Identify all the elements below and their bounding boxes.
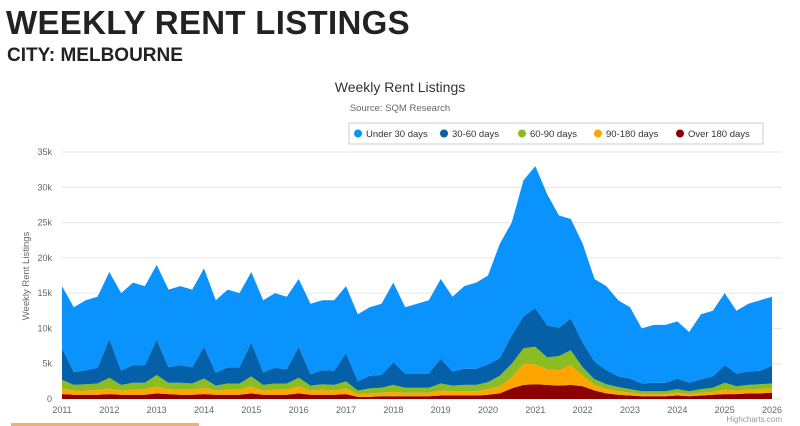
x-tick-label: 2023 [620,405,640,415]
y-tick-label: 10k [37,323,52,333]
x-tick-label: 2018 [383,405,403,415]
x-tick-label: 2014 [194,405,214,415]
decorative-bar [11,423,199,426]
legend-marker-icon [594,129,602,138]
x-tick-label: 2025 [715,405,735,415]
legend-item[interactable]: 30-60 days [440,129,499,140]
chart-subtitle: Source: SQM Research [350,103,450,114]
y-axis-title: Weekly Rent Listings [21,231,32,320]
legend-label: 30-60 days [452,129,499,140]
x-tick-label: 2024 [667,405,687,415]
y-tick-label: 25k [37,218,52,228]
legend-label: 60-90 days [530,129,577,140]
y-tick-label: 0 [47,394,52,404]
city-subheading: CITY: MELBOURNE [7,45,183,66]
page-heading: WEEKLY RENT LISTINGS [6,4,410,41]
area-60-90-days[interactable] [62,346,772,395]
y-tick-label: 35k [37,147,52,157]
legend-item[interactable]: Over 180 days [676,129,750,140]
area-30-60-days[interactable] [62,308,772,392]
legend-marker-icon [354,129,362,138]
legend-marker-icon [676,129,684,138]
x-tick-label: 2020 [478,405,498,415]
x-tick-label: 2021 [525,405,545,415]
highcharts-credit[interactable]: Highcharts.com [726,415,782,424]
area-90-180-days[interactable] [62,363,772,397]
x-tick-label: 2013 [147,405,167,415]
legend-marker-icon [518,129,526,138]
x-tick-label: 2016 [289,405,309,415]
x-tick-label: 2019 [431,405,451,415]
x-tick-label: 2015 [241,405,261,415]
y-tick-label: 5k [42,359,52,369]
legend-label: 90-180 days [606,129,659,140]
area-over-180-days[interactable] [62,384,772,399]
x-tick-label: 2011 [52,405,71,415]
y-tick-label: 15k [37,288,52,298]
y-tick-label: 30k [37,182,52,192]
chart-title: Weekly Rent Listings [335,79,465,95]
legend-item[interactable]: Under 30 days [354,129,428,140]
x-tick-label: 2012 [99,405,119,415]
areas [62,166,772,399]
area-under-30-days[interactable] [62,166,772,384]
x-tick-label: 2017 [336,405,356,415]
x-axis: 2011 2012 2013 2014 2015 2016 2017 2018 2019 2020… [52,405,782,415]
legend-item[interactable]: 90-180 days [594,129,659,140]
x-tick-label: 2026 [762,405,782,415]
legend-marker-icon [440,129,448,138]
legend-item[interactable]: 60-90 days [518,129,577,140]
legend-box [348,122,764,145]
y-tick-label: 20k [37,253,52,263]
x-tick-label: 2022 [573,405,593,415]
legend-label: Over 180 days [688,129,750,140]
legend-label: Under 30 days [366,129,428,140]
y-axis: 0 5k 10k 15k 20k 25k 30k 35k [37,147,52,404]
legend: Under 30 days 30-60 days 60-90 days 90-180 … [354,129,750,140]
